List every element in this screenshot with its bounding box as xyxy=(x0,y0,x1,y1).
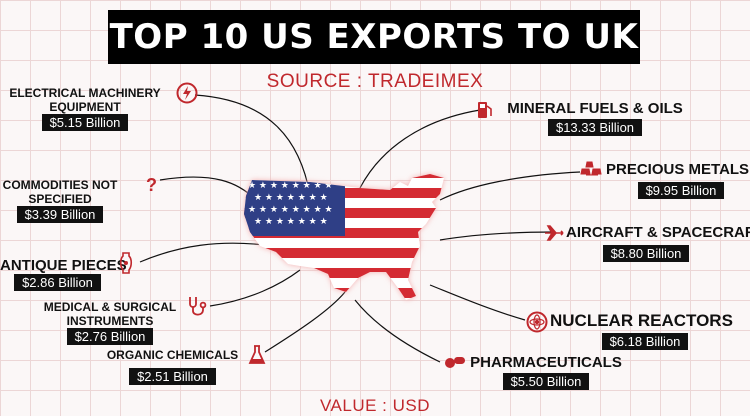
atom-icon xyxy=(526,311,548,338)
svg-text:★ ★ ★ ★ ★ ★ ★ ★: ★ ★ ★ ★ ★ ★ ★ ★ xyxy=(248,181,333,191)
item-value: $5.50 Billion xyxy=(502,373,590,390)
item-medical-instruments: MEDICAL & SURGICAL INSTRUMENTS $2.76 Bil… xyxy=(30,300,190,346)
svg-text:★ ★ ★ ★ ★ ★ ★: ★ ★ ★ ★ ★ ★ ★ xyxy=(254,217,328,227)
lightning-bolt-icon xyxy=(176,82,198,109)
item-label: PHARMACEUTICALS xyxy=(470,354,622,371)
item-value: $5.15 Billion xyxy=(41,114,129,131)
fuel-pump-icon xyxy=(476,100,494,125)
connector-organic xyxy=(264,291,346,353)
us-flag-map: ★ ★ ★ ★ ★ ★ ★ ★ ★ ★ ★ ★ ★ ★ ★ ★ ★ ★ ★ ★ … xyxy=(244,174,444,300)
item-label: MINERAL FUELS & OILS xyxy=(507,100,683,117)
question-mark-icon: ? xyxy=(146,175,157,195)
item-commodities: COMMODITIES NOT SPECIFIED $3.39 Billion xyxy=(0,178,120,224)
item-label: INSTRUMENTS xyxy=(66,314,154,328)
connector-precious xyxy=(439,171,581,201)
item-value: $8.80 Billion xyxy=(602,245,690,262)
airplane-icon xyxy=(544,224,564,247)
item-pharmaceuticals: PHARMACEUTICALS $5.50 Billion xyxy=(466,354,626,391)
item-value: $13.33 Billion xyxy=(547,119,643,136)
item-label: COMMODITIES NOT xyxy=(2,178,118,192)
item-label: MEDICAL & SURGICAL xyxy=(43,300,177,314)
item-electrical-machinery: ELECTRICAL MACHINERY EQUIPMENT $5.15 Bil… xyxy=(0,86,170,132)
item-precious-metals: PRECIOUS METALS $9.95 Billion xyxy=(606,161,750,200)
connector-pharma xyxy=(354,299,441,363)
value-unit-label: VALUE : USD xyxy=(319,396,431,415)
item-antique-pieces: ANTIQUE PIECES $2.86 Billion xyxy=(0,257,127,292)
item-label: NUCLEAR REACTORS xyxy=(550,311,733,330)
connector-nuclear xyxy=(429,284,526,321)
item-value: $9.95 Billion xyxy=(637,182,725,199)
item-value: $6.18 Billion xyxy=(601,333,689,350)
stethoscope-icon xyxy=(186,295,210,324)
source-label: SOURCE : TRADEIMEX xyxy=(266,71,484,92)
item-label: ANTIQUE PIECES xyxy=(0,257,127,274)
connector-electrical xyxy=(194,94,311,196)
item-organic-chemicals: ORGANIC CHEMICALS $2.51 Billion xyxy=(100,348,245,386)
item-label: PRECIOUS METALS xyxy=(606,161,750,178)
item-label: ELECTRICAL MACHINERY xyxy=(9,86,161,100)
item-value: $3.39 Billion xyxy=(16,206,104,223)
item-label: AIRCRAFT & SPACECRAFT xyxy=(566,224,750,241)
connector-mineral xyxy=(359,109,481,189)
antique-vase-icon xyxy=(118,252,134,279)
item-value: $2.86 Billion xyxy=(14,274,101,291)
svg-text:★ ★ ★ ★ ★ ★ ★: ★ ★ ★ ★ ★ ★ ★ xyxy=(254,193,328,203)
svg-text:★ ★ ★ ★ ★ ★ ★ ★: ★ ★ ★ ★ ★ ★ ★ ★ xyxy=(248,205,333,215)
connector-aircraft xyxy=(439,231,556,241)
page-title: TOP 10 US EXPORTS TO UK xyxy=(108,10,640,64)
connector-antique xyxy=(139,242,266,263)
item-label: EQUIPMENT xyxy=(49,100,121,114)
item-label: SPECIFIED xyxy=(28,192,92,206)
item-nuclear-reactors: NUCLEAR REACTORS $6.18 Billion xyxy=(550,311,740,351)
flask-icon xyxy=(248,345,266,370)
item-mineral-fuels: MINERAL FUELS & OILS $13.33 Billion xyxy=(500,100,690,137)
pills-icon xyxy=(444,354,466,375)
gold-bars-icon xyxy=(580,160,604,185)
item-value: $2.76 Billion xyxy=(66,328,154,345)
item-value: $2.51 Billion xyxy=(129,368,216,385)
connector-medical xyxy=(209,269,301,307)
item-aircraft-spacecraft: AIRCRAFT & SPACECRAFT $8.80 Billion xyxy=(566,224,750,263)
item-label: ORGANIC CHEMICALS xyxy=(106,348,239,362)
